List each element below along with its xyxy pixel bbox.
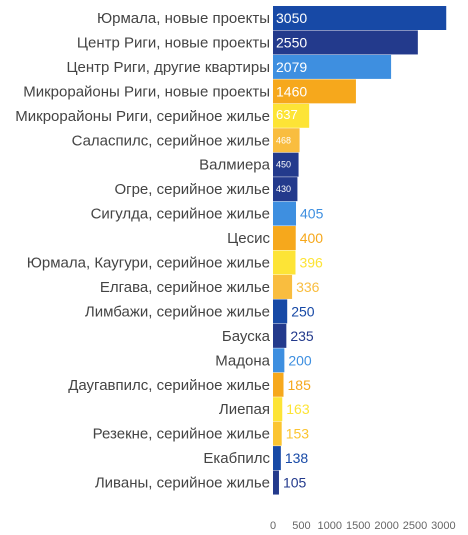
category-label: Огре, серийное жилье [114,181,270,198]
value-label: 153 [286,426,310,442]
value-labels-group: 3050 2550 2079 1460 637 468 450 430 405 400 396 336… [276,10,324,491]
bar [273,250,296,275]
category-label: Валмиера [199,157,270,174]
category-label: Елгава, серийное жилье [100,279,270,296]
bar [273,54,392,79]
bar [273,152,299,177]
category-label: Резекне, серийное жилье [93,426,270,443]
category-label: Юрмала, Каугури, серийное жилье [27,255,270,272]
x-tick-label: 1000 [318,520,342,532]
category-label: Лимбажи, серийное жилье [85,303,270,320]
value-label: 400 [300,230,324,246]
bar [273,470,279,495]
category-label: Мадона [215,352,270,369]
value-label: 200 [288,352,312,368]
bar [273,299,288,324]
bar [273,201,297,226]
value-label: 336 [296,279,320,295]
value-label: 163 [286,401,310,417]
value-label: 450 [276,160,291,170]
x-tick-label: 500 [292,520,310,532]
category-labels-group: Юрмала, новые проекты Центр Риги, новые п… [15,10,270,492]
value-label: 405 [300,206,324,222]
category-label: Юрмала, новые проекты [97,10,270,27]
bar [273,323,287,348]
bar [273,103,310,128]
bar [273,6,447,30]
bar [273,348,285,373]
category-label: Цесис [227,230,270,247]
bar [273,421,282,446]
bar [273,274,293,299]
value-label: 468 [276,135,291,145]
category-label: Сигулда, серийное жилье [91,206,270,223]
bars-group [273,6,447,495]
category-label: Екабпилс [203,450,270,467]
category-label: Центр Риги, новые проекты [77,34,270,51]
bar [273,397,283,422]
bar [273,79,356,104]
category-label: Даугавпилс, серийное жилье [68,377,270,394]
value-label: 138 [285,450,309,466]
category-label: Центр Риги, другие квартиры [66,59,270,76]
x-tick-label: 2000 [374,520,398,532]
category-label: Бауска [222,328,271,345]
category-label: Микрорайоны Риги, серийное жилье [15,108,270,125]
bar [273,372,284,397]
value-label: 250 [291,303,315,319]
value-label: 2079 [276,59,307,75]
value-label: 235 [290,328,314,344]
value-label: 1460 [276,83,307,99]
value-label: 396 [299,255,323,271]
value-label: 3050 [276,10,307,26]
value-label: 430 [276,184,291,194]
category-label: Ливаны, серийное жилье [95,475,270,492]
x-tick-label: 3000 [431,520,455,532]
value-label: 185 [288,377,312,393]
category-label: Саласпилс, серийное жилье [72,132,270,149]
bar [273,177,298,202]
bar [273,446,281,471]
x-tick-label: 2500 [403,520,427,532]
bar [273,128,300,153]
x-tick-label: 1500 [346,520,370,532]
value-label: 105 [283,475,307,491]
bar [273,30,418,55]
category-label: Микрорайоны Риги, новые проекты [23,83,270,100]
value-label: 2550 [276,34,307,50]
bar [273,226,296,251]
category-label: Лиепая [219,401,270,418]
value-label: 637 [276,107,298,122]
x-axis: 0 500 1000 1500 2000 2500 3000 [270,520,456,532]
x-tick-label: 0 [270,520,276,532]
